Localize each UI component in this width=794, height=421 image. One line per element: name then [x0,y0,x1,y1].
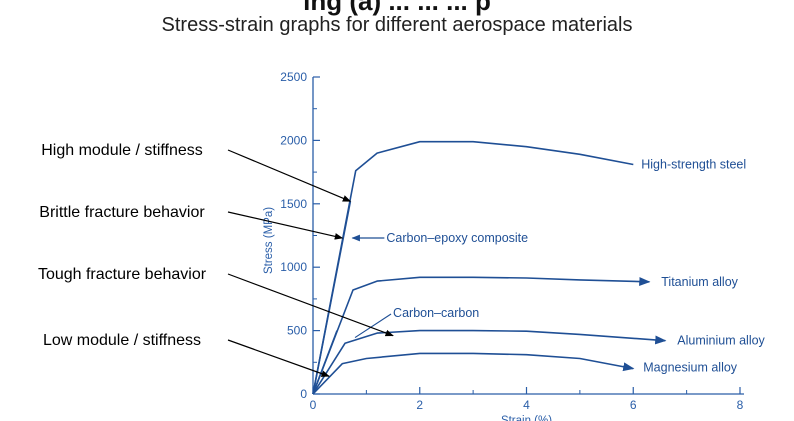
series-label-magnesium-alloy: Magnesium alloy [643,361,738,375]
annotation-tough-fracture-behavior: Tough fracture behavior [38,266,207,283]
series-label-aluminium-alloy: Aluminium alloy [677,334,765,348]
curve-titanium-alloy [312,276,651,395]
leader-carbon-carbon [354,313,392,339]
annotation-arrow-brittle-fracture-behavior [227,211,344,240]
curve-carbon-carbon [312,330,338,395]
chart-subtitle: Stress-strain graphs for different aeros… [161,14,633,36]
x-tick-label-8: 8 [737,398,744,412]
annotation-arrow-low-module-stiffness [227,339,330,377]
y-tick-label-500: 500 [287,324,307,338]
curve-aluminium-alloy [312,329,667,395]
cut-off-title: ing (a) ... ... ... p [303,0,491,16]
curve-carbon-epoxy-composite [312,201,352,395]
curve-magnesium-alloy [312,352,635,395]
series-label-carbon-epoxy-composite: Carbon–epoxy composite [386,231,528,245]
series-label-titanium-alloy: Titanium alloy [661,275,738,289]
x-tick-label-6: 6 [630,398,637,412]
x-tick-label-4: 4 [523,398,530,412]
curve-high-strength-steel [312,140,634,395]
x-tick-label-2: 2 [416,398,423,412]
annotation-arrow-tough-fracture-behavior [227,273,394,337]
y-tick-label-0: 0 [300,387,307,401]
annotation-brittle-fracture-behavior: Brittle fracture behavior [39,204,205,221]
x-axis-label: Strain (%) [501,415,552,421]
annotation-arrow-high-module-stiffness [227,149,352,202]
annotation-low-module-stiffness: Low module / stiffness [43,332,201,349]
y-axis-label: Stress (MPa) [263,207,275,274]
y-tick-label-1500: 1500 [280,197,307,211]
series-label-high-strength-steel: High-strength steel [641,157,746,171]
y-tick-label-1000: 1000 [280,260,307,274]
annotation-high-module-stiffness: High module / stiffness [41,142,203,159]
series-label-carbon-carbon: Carbon–carbon [393,306,479,320]
x-tick-label-0: 0 [310,398,317,412]
y-tick-label-2500: 2500 [280,70,307,84]
y-tick-label-2000: 2000 [280,133,307,147]
